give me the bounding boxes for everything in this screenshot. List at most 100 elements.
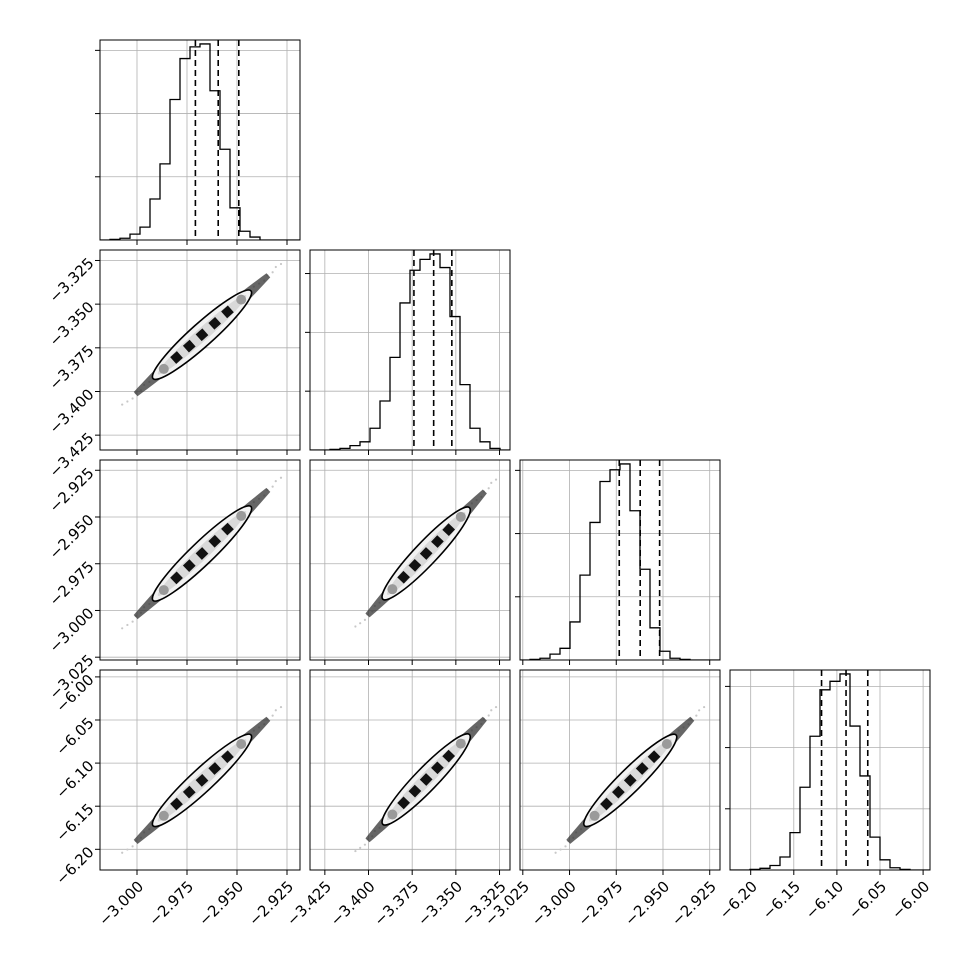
density-square — [431, 761, 444, 775]
sample-point — [494, 478, 498, 481]
sample-point — [490, 709, 493, 712]
density-square — [208, 316, 222, 330]
x-tick-label: −6.00 — [888, 878, 933, 923]
histogram-panel-2 — [310, 250, 510, 450]
sample-point — [359, 622, 362, 625]
x-tick-label: −2.925 — [668, 878, 720, 930]
histogram-line — [520, 463, 720, 660]
sample-point — [490, 481, 493, 485]
scatter-panel-4-2 — [310, 670, 510, 870]
density-square — [221, 522, 234, 536]
panel-frame — [729, 669, 931, 871]
sample-point — [703, 705, 706, 709]
panel-frame — [99, 669, 301, 871]
density-square — [612, 785, 625, 799]
sample-point — [121, 627, 124, 630]
sample-point — [559, 848, 562, 851]
sample-point — [271, 714, 274, 717]
histogram-panel-4 — [730, 670, 930, 870]
density-square — [419, 773, 433, 786]
scatter-panel-3-2 — [310, 460, 510, 660]
contour-marker — [236, 294, 247, 305]
contour-marker — [158, 585, 169, 596]
scatter-panel-4-1 — [100, 670, 300, 870]
density-square — [182, 339, 196, 353]
x-tick-label: −3.375 — [370, 878, 422, 930]
scatter-panel-4-3 — [520, 670, 720, 870]
y-tick-label: −6.10 — [52, 757, 97, 802]
histogram-line — [310, 253, 510, 450]
sample-point — [363, 618, 367, 622]
density-square — [221, 750, 234, 764]
sample-point — [131, 397, 134, 400]
sample-point — [271, 271, 274, 274]
sample-point — [121, 403, 124, 406]
panel-frame — [99, 249, 301, 451]
density-square — [397, 796, 410, 810]
panel-frame — [519, 669, 721, 871]
y-tick-label: −3.375 — [46, 342, 98, 394]
contour-marker — [236, 510, 247, 521]
x-tick-label: −6.15 — [759, 878, 804, 923]
panel-frame — [309, 249, 511, 451]
density-square — [442, 523, 456, 537]
histogram-line — [100, 43, 300, 240]
x-tick-label: −3.400 — [327, 878, 379, 930]
sample-point — [126, 848, 129, 851]
sample-point — [126, 623, 129, 627]
histogram-panel-1 — [100, 40, 300, 240]
density-square — [221, 305, 234, 319]
contour-marker — [589, 810, 600, 821]
y-tick-label: −3.000 — [46, 604, 98, 656]
sample-point — [487, 714, 490, 717]
panel-frame — [519, 459, 721, 661]
density-square — [408, 784, 422, 798]
contour-marker — [387, 584, 398, 595]
sample-point — [354, 625, 357, 628]
sample-point — [564, 845, 567, 848]
sample-point — [279, 262, 283, 266]
x-tick-label: −3.000 — [95, 878, 147, 930]
contour-marker — [158, 810, 169, 821]
y-tick-label: −3.325 — [46, 254, 98, 306]
y-tick-label: −2.950 — [46, 511, 98, 563]
x-tick-label: −6.20 — [716, 878, 761, 923]
y-tick-label: −6.15 — [52, 800, 97, 845]
density-square — [195, 328, 209, 342]
panel-frame — [99, 459, 301, 661]
x-tick-label: −3.350 — [414, 878, 466, 930]
density-square — [431, 535, 444, 548]
sample-point — [354, 849, 357, 853]
y-tick-label: −2.975 — [46, 558, 98, 610]
x-tick-label: −2.950 — [621, 878, 673, 930]
sample-point — [279, 705, 283, 709]
x-tick-label: −2.975 — [145, 878, 197, 930]
sample-point — [274, 479, 277, 483]
x-tick-label: −6.10 — [802, 878, 847, 923]
sample-point — [121, 851, 124, 854]
y-tick-label: −3.350 — [46, 298, 98, 350]
sample-point — [274, 709, 277, 712]
density-square — [182, 785, 196, 799]
contour-marker — [455, 511, 466, 522]
x-tick-label: −3.000 — [528, 878, 580, 930]
contour-marker — [387, 809, 398, 820]
y-tick-label: −6.05 — [52, 714, 97, 759]
scatter-panel-3-1 — [100, 460, 300, 660]
density-square — [397, 570, 410, 584]
x-tick-label: −2.975 — [575, 878, 627, 930]
sample-point — [363, 843, 367, 846]
density-square — [170, 797, 183, 811]
density-square — [623, 773, 637, 787]
contour-marker — [455, 738, 466, 749]
sample-point — [271, 485, 274, 488]
panel-frame — [309, 459, 511, 661]
density-square — [208, 762, 222, 775]
sample-point — [131, 845, 134, 848]
density-square — [170, 571, 183, 585]
sample-point — [698, 709, 701, 712]
x-tick-label: −2.950 — [195, 878, 247, 930]
sample-point — [126, 400, 129, 403]
histogram-line — [730, 673, 930, 870]
